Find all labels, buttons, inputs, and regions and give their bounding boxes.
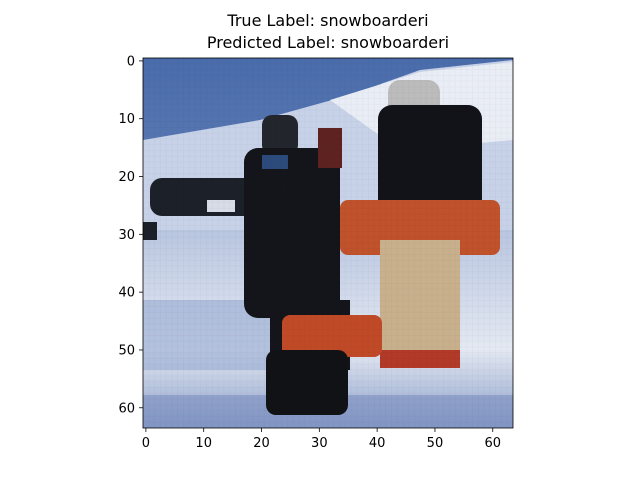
x-tick-label: 20 <box>253 436 270 451</box>
x-axis-ticks: 0 10 20 30 40 50 60 <box>142 428 501 451</box>
image-content <box>143 58 513 428</box>
x-tick-label: 0 <box>142 436 150 451</box>
x-tick-label: 30 <box>311 436 328 451</box>
true-label-title: True Label: snowboarderi <box>227 11 429 30</box>
y-tick-label: 40 <box>118 286 135 301</box>
y-axis-ticks: 0 10 20 30 40 50 60 <box>118 54 143 416</box>
y-tick-label: 60 <box>118 401 135 416</box>
x-tick-label: 40 <box>369 436 386 451</box>
y-tick-label: 10 <box>118 112 135 127</box>
x-tick-label: 10 <box>195 436 212 451</box>
predicted-label-title: Predicted Label: snowboarderi <box>206 33 450 52</box>
y-tick-label: 20 <box>118 170 135 185</box>
y-tick-label: 30 <box>118 228 135 243</box>
y-tick-label: 50 <box>118 343 135 358</box>
x-tick-label: 50 <box>427 436 444 451</box>
y-tick-label: 0 <box>127 54 135 69</box>
axes-frame <box>142 57 514 429</box>
x-tick-label: 60 <box>484 436 501 451</box>
